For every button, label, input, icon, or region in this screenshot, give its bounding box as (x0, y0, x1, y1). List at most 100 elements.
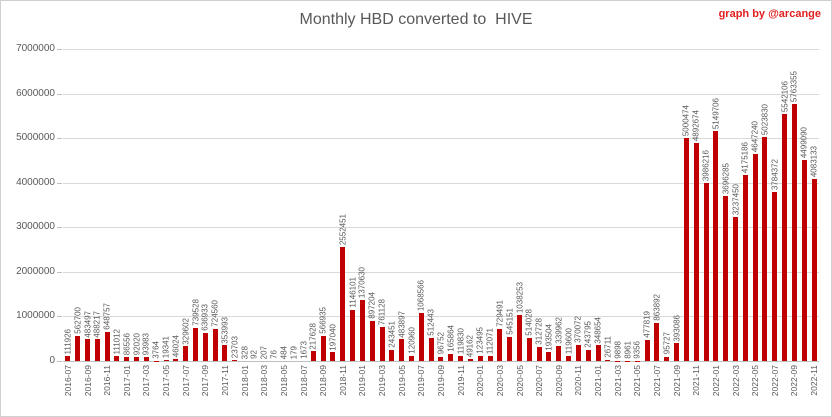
x-tick-label: 2019-07 (416, 365, 427, 397)
bar-value-label: 328 (240, 345, 250, 359)
bar-cell: 4083133 (809, 49, 819, 361)
bar-cell: 545151 (505, 49, 515, 361)
bar-2020-02 (487, 356, 493, 361)
x-tick-label: 2021-05 (632, 365, 643, 397)
bar-cell: 4499090 (799, 49, 809, 361)
y-tick-label: 3000000 (16, 221, 55, 233)
bar-2021-09 (674, 343, 680, 361)
bar-2022-02 (723, 196, 729, 361)
y-tick-label: 4000000 (16, 176, 55, 188)
bar-cell: 243451 (387, 49, 397, 361)
bar-cell: 86556 (122, 49, 132, 361)
bar-2020-09 (556, 345, 562, 361)
bar-cell: 329602 (181, 49, 191, 361)
bar-value-label: 3764 (151, 341, 161, 359)
bar-value-label: 96752 (436, 332, 446, 355)
bar-cell: 5149706 (711, 49, 721, 361)
bar-value-label: 193504 (544, 323, 554, 351)
bar-cell: 92020 (132, 49, 142, 361)
bar-value-label: 1038253 (515, 281, 525, 313)
bar-value-label: 111926 (63, 328, 73, 355)
bar-2022-10 (801, 160, 807, 361)
gridline (63, 49, 819, 50)
bar-value-label: 566935 (318, 307, 328, 334)
bar-cell: 4647240 (750, 49, 760, 361)
bar-cell: 3986216 (701, 49, 711, 361)
bar-cell: 339962 (554, 49, 564, 361)
bar-cell: 46024 (171, 49, 181, 361)
x-tick-label: 2020-01 (475, 365, 486, 397)
bar-value-label: 514028 (524, 309, 534, 337)
bar-value-label: 636933 (200, 303, 210, 331)
bar-value-label: 648757 (102, 303, 112, 331)
bar-value-label: 119830 (456, 327, 466, 354)
bar-value-label: 26711 (603, 336, 613, 358)
bar-value-label: 92 (249, 350, 259, 359)
bar-2017-08 (193, 328, 199, 361)
x-tick-label: 2020-03 (494, 365, 505, 397)
bar-2021-01 (595, 345, 601, 361)
bar-cell: 92 (250, 49, 260, 361)
bar-2019-10 (448, 353, 454, 361)
bar-value-label: 863892 (652, 293, 662, 321)
bar-value-label: 729491 (495, 299, 505, 327)
bar-cell: 312728 (534, 49, 544, 361)
bar-value-label: 8961 (623, 340, 633, 359)
bar-2022-09 (791, 104, 797, 361)
x-tick-label: 2022-07 (769, 365, 780, 397)
bar-value-label: 353993 (220, 316, 230, 344)
bar-2016-09 (85, 339, 91, 361)
bar-cell: 193504 (544, 49, 554, 361)
bar-2017-07 (183, 346, 189, 361)
bar-value-label: 3986216 (701, 150, 711, 182)
bar-value-label: 724560 (210, 300, 220, 327)
x-tick-label: 2022-03 (730, 365, 741, 397)
bar-cell: 5542106 (780, 49, 790, 361)
bar-value-label: 5763355 (789, 70, 799, 103)
bar-2017-11 (222, 345, 228, 361)
bar-value-label: 1068566 (416, 280, 426, 312)
bar-2017-02 (134, 356, 140, 361)
x-tick-label: 2021-11 (691, 365, 702, 396)
bar-value-label: 4175186 (740, 141, 750, 173)
bar-cell: 111926 (63, 49, 73, 361)
gridline (63, 227, 819, 229)
bar-2019-12 (467, 358, 473, 361)
bar-cell: 207 (259, 49, 269, 361)
bar-value-label: 1146101 (348, 277, 358, 308)
bar-2019-06 (409, 355, 415, 361)
y-tick-mark (57, 316, 62, 318)
bar-cell: 863892 (652, 49, 662, 361)
bar-cell: 1068566 (416, 49, 426, 361)
bar-2018-11 (340, 247, 346, 361)
bar-2016-08 (75, 335, 81, 361)
bar-cell: 761128 (377, 49, 387, 361)
bar-2019-03 (379, 327, 385, 361)
x-tick-label: 2019-05 (396, 365, 407, 397)
bar-cell: 119830 (456, 49, 466, 361)
y-tick-label: 5000000 (16, 132, 55, 144)
bar-value-label: 4647240 (750, 120, 760, 152)
bar-value-label: 123495 (475, 326, 485, 354)
x-tick-label: 2020-07 (534, 365, 545, 397)
bar-value-label: 3696285 (721, 163, 731, 195)
bar-cell: 348654 (593, 49, 603, 361)
bar-2020-03 (497, 328, 503, 361)
bar-2019-07 (418, 313, 424, 361)
bar-2016-07 (65, 356, 71, 361)
bar-2020-10 (566, 355, 572, 361)
bar-2019-09 (438, 356, 444, 361)
bar-value-label: 95727 (662, 332, 672, 355)
bar-2018-09 (320, 335, 326, 361)
x-tick-label: 2016-11 (102, 365, 113, 396)
bar-cell: 3237450 (731, 49, 741, 361)
bar-2022-05 (752, 153, 758, 361)
bar-value-label: 512443 (426, 309, 436, 337)
bar-2020-08 (546, 352, 552, 361)
x-tick-label: 2017-11 (219, 365, 230, 396)
bar-value-label: 217628 (308, 322, 318, 350)
bar-2021-02 (605, 359, 611, 361)
bar-2018-08 (310, 351, 316, 361)
gridline (63, 361, 819, 362)
